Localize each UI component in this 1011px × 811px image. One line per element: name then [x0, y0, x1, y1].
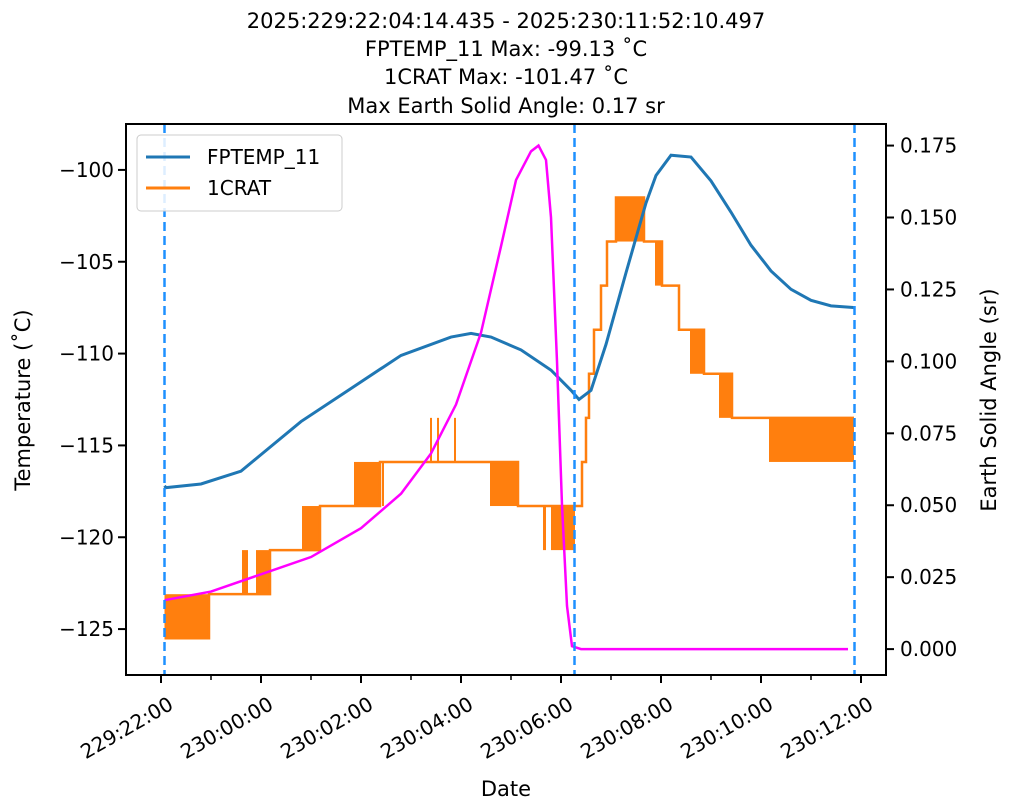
- plot-area: [163, 124, 856, 675]
- x-axis-label: Date: [481, 777, 531, 801]
- x-tick-label: 230:08:00: [576, 692, 677, 764]
- y2-tick-label: 0.150: [900, 206, 957, 230]
- y2-tick-label: 0.050: [900, 493, 957, 517]
- series-earth-solid-angle-line: [164, 143, 848, 651]
- series-1crat-line: [164, 196, 854, 640]
- title-line-earth: Max Earth Solid Angle: 0.17 sr: [347, 94, 665, 118]
- crat-flicker-block: [690, 329, 704, 374]
- crat-flicker-block: [655, 241, 662, 286]
- x-tick-label: 230:12:00: [776, 692, 877, 764]
- y-tick-label: −100: [59, 158, 114, 182]
- x-tick-label: 230:02:00: [276, 692, 377, 764]
- y2-tick-label: 0.125: [900, 277, 957, 301]
- y2-tick-label: 0.025: [900, 565, 957, 589]
- x-tick-label: 230:10:00: [676, 692, 777, 764]
- y2-axis-label: Earth Solid Angle (sr): [977, 288, 1001, 511]
- y-tick-label: −125: [59, 617, 114, 641]
- y-tick-label: −110: [59, 342, 114, 366]
- crat-flicker-block: [382, 461, 384, 507]
- y-tick-label: −105: [59, 250, 114, 274]
- series-fptemp-line: [163, 153, 856, 490]
- title-line-fptemp: FPTEMP_11 Max: -99.13 ˚C: [365, 37, 647, 62]
- y2-tick-label: 0.000: [900, 637, 957, 661]
- y-axis-label: Temperature (˚C): [11, 309, 35, 491]
- crat-flicker-block: [769, 417, 854, 462]
- crat-flicker-block: [543, 506, 546, 551]
- y-tick-label: −115: [59, 433, 114, 457]
- crat-flicker-block: [616, 197, 644, 242]
- chart-title: 2025:229:22:04:14.435 - 2025:230:11:52:1…: [247, 9, 765, 118]
- crat-flicker-block: [430, 417, 432, 462]
- title-line-1crat: 1CRAT Max: -101.47 ˚C: [384, 65, 628, 89]
- plot-frame: [125, 123, 887, 676]
- crat-flicker-block: [719, 373, 732, 418]
- legend-box: [136, 134, 343, 212]
- crat-flicker-block: [354, 461, 380, 507]
- x-tick-label: 229:22:00: [76, 692, 177, 764]
- title-line-range: 2025:229:22:04:14.435 - 2025:230:11:52:1…: [247, 9, 765, 33]
- y2-tick-label: 0.175: [900, 134, 957, 158]
- x-tick-label: 230:04:00: [376, 692, 477, 764]
- x-tick-label: 230:06:00: [476, 692, 577, 764]
- x-tick-label: 230:00:00: [176, 692, 277, 764]
- legend-label-1crat: 1CRAT: [207, 176, 272, 200]
- legend-label-fptemp: FPTEMP_11: [207, 145, 320, 169]
- crat-flicker-block: [256, 550, 270, 595]
- y2-tick-label: 0.075: [900, 421, 957, 445]
- y2-tick-label: 0.100: [900, 349, 957, 373]
- crat-flicker-block: [242, 550, 248, 595]
- crat-flicker-block: [302, 506, 320, 551]
- crat-flicker-block: [490, 461, 518, 507]
- y-tick-label: −120: [59, 525, 114, 549]
- legend: FPTEMP_11 1CRAT: [136, 134, 343, 212]
- crat-flicker-block: [164, 594, 209, 639]
- crat-flicker-block: [454, 417, 456, 462]
